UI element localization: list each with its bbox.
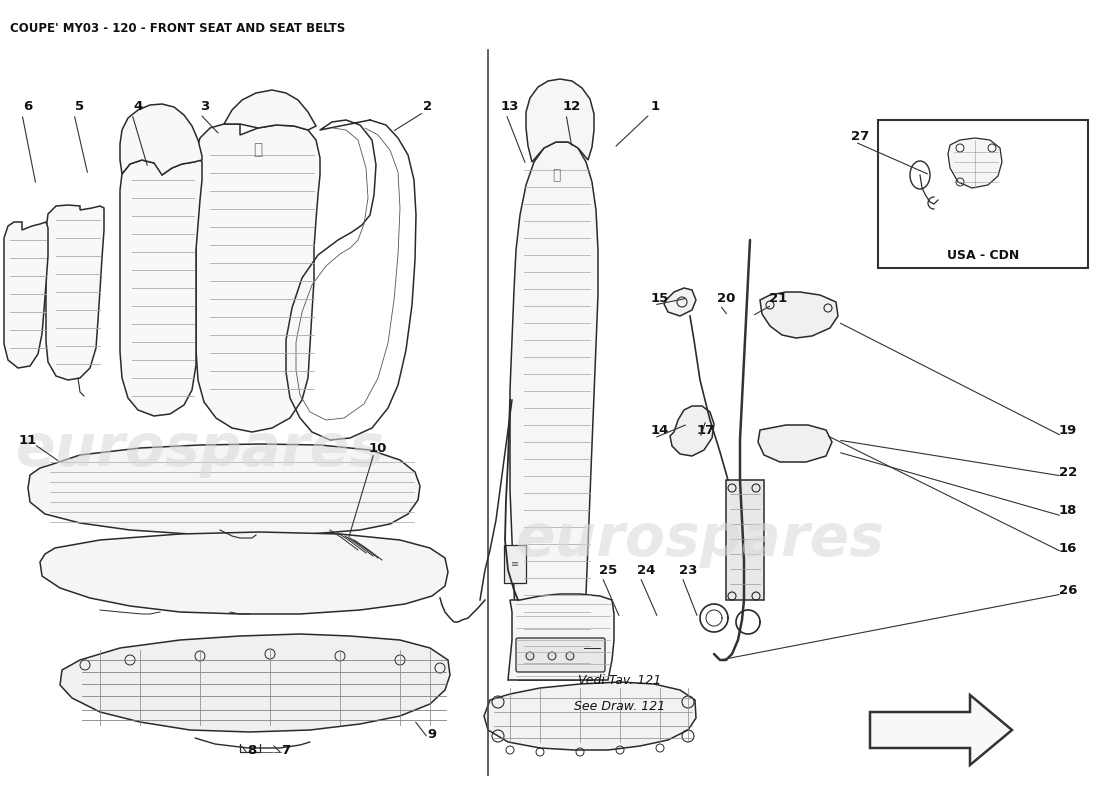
Text: 26: 26: [1059, 583, 1077, 597]
Polygon shape: [60, 634, 450, 732]
Text: ≡: ≡: [510, 559, 519, 569]
Polygon shape: [760, 292, 838, 338]
Text: Vedi Tav. 121: Vedi Tav. 121: [579, 674, 661, 686]
Polygon shape: [28, 444, 420, 536]
Polygon shape: [758, 425, 832, 462]
Polygon shape: [4, 222, 48, 368]
Bar: [504, 545, 526, 583]
Text: ———: ———: [257, 748, 283, 757]
Text: 1: 1: [650, 99, 660, 113]
Bar: [726, 480, 764, 600]
Text: 10: 10: [368, 442, 387, 454]
Text: 17: 17: [697, 423, 715, 437]
Text: 23: 23: [679, 563, 697, 577]
Text: 9: 9: [428, 729, 437, 742]
Text: 22: 22: [1059, 466, 1077, 478]
Polygon shape: [196, 124, 320, 432]
Text: 8: 8: [248, 743, 256, 757]
Text: COUPE' MY03 - 120 - FRONT SEAT AND SEAT BELTS: COUPE' MY03 - 120 - FRONT SEAT AND SEAT …: [10, 22, 345, 35]
Polygon shape: [508, 594, 614, 680]
Text: 25: 25: [598, 563, 617, 577]
Text: 11: 11: [19, 434, 37, 446]
Polygon shape: [224, 90, 316, 130]
Text: 6: 6: [23, 99, 33, 113]
Text: 4: 4: [133, 99, 143, 113]
Polygon shape: [948, 138, 1002, 188]
Text: 3: 3: [200, 99, 210, 113]
Text: 15: 15: [651, 291, 669, 305]
Polygon shape: [510, 142, 598, 680]
Polygon shape: [46, 205, 104, 380]
Polygon shape: [484, 682, 696, 750]
Text: See Draw. 121: See Draw. 121: [574, 699, 666, 713]
Text: 13: 13: [500, 99, 519, 113]
Text: 19: 19: [1059, 423, 1077, 437]
Circle shape: [548, 652, 556, 660]
Text: eurospares: eurospares: [15, 422, 385, 478]
Circle shape: [566, 652, 574, 660]
Text: 5: 5: [76, 99, 85, 113]
Polygon shape: [40, 532, 448, 614]
Circle shape: [526, 652, 534, 660]
Polygon shape: [664, 288, 696, 316]
Text: 27: 27: [851, 130, 869, 142]
Text: 𝔐: 𝔐: [552, 168, 560, 182]
Text: 2: 2: [424, 99, 432, 113]
Text: USA - CDN: USA - CDN: [947, 249, 1019, 262]
Polygon shape: [526, 79, 594, 162]
Text: 18: 18: [1059, 503, 1077, 517]
Text: 7: 7: [282, 743, 290, 757]
FancyBboxPatch shape: [516, 638, 605, 672]
Bar: [878, 120, 1088, 268]
Text: 16: 16: [1059, 542, 1077, 554]
Polygon shape: [870, 695, 1012, 765]
Polygon shape: [120, 160, 202, 416]
Text: 21: 21: [769, 291, 788, 305]
Polygon shape: [670, 406, 714, 456]
Text: 12: 12: [563, 99, 581, 113]
Text: 24: 24: [637, 563, 656, 577]
Text: eurospares: eurospares: [516, 511, 884, 569]
Text: 14: 14: [651, 423, 669, 437]
Text: 𝔐: 𝔐: [253, 142, 263, 158]
Polygon shape: [120, 104, 202, 175]
Text: 20: 20: [717, 291, 735, 305]
